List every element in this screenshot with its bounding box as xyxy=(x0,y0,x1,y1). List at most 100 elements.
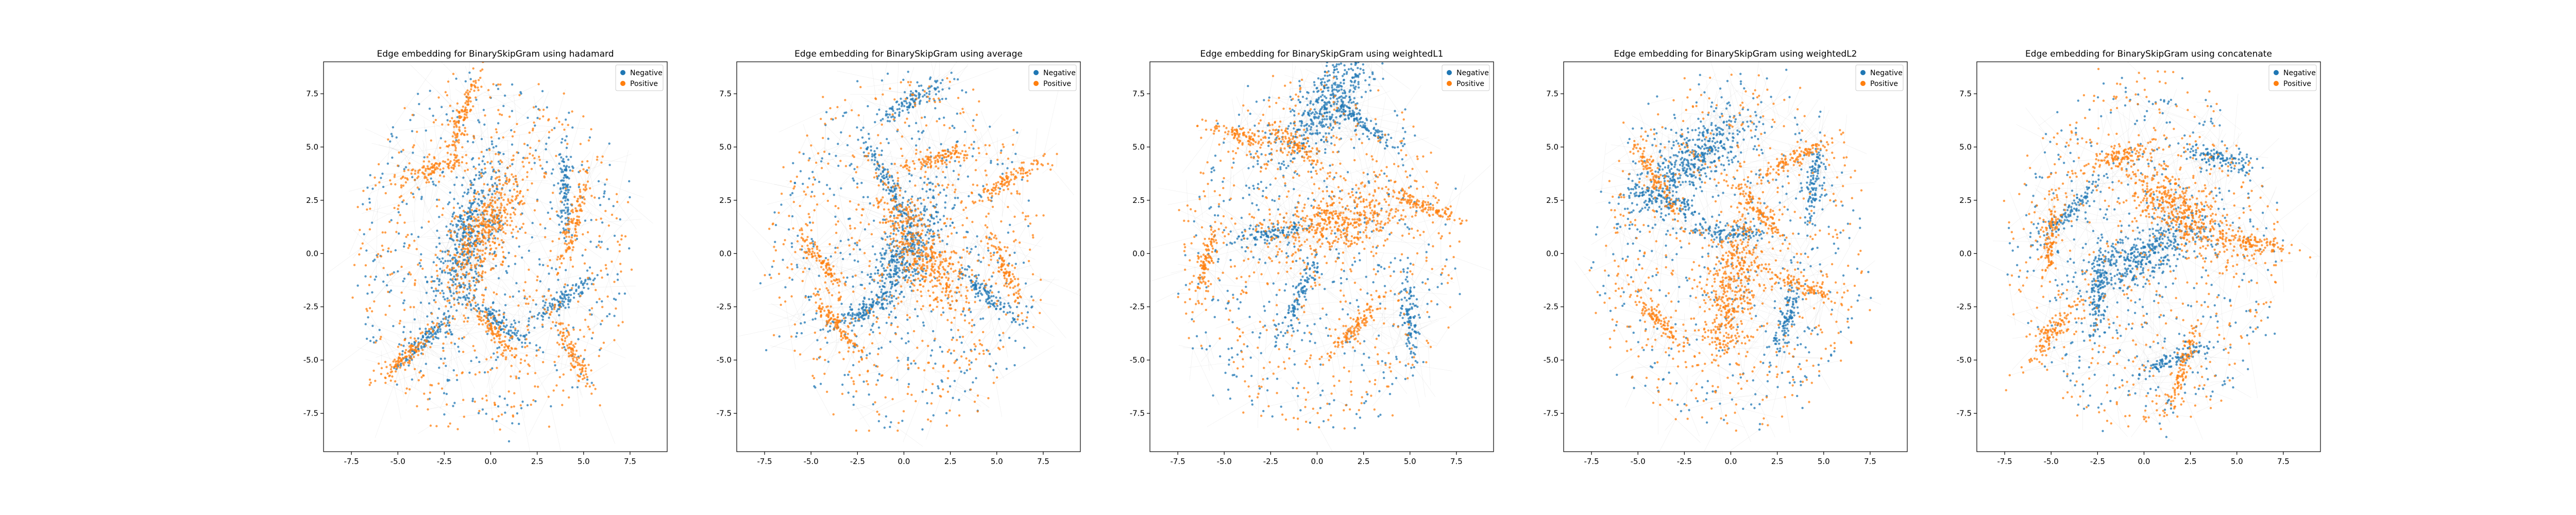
data-point xyxy=(896,430,899,432)
data-point xyxy=(475,98,478,101)
data-point xyxy=(434,301,437,303)
data-point xyxy=(505,345,507,347)
legend-marker-negative xyxy=(620,70,625,75)
data-point xyxy=(452,213,454,216)
data-point xyxy=(444,298,446,301)
data-point xyxy=(572,296,575,299)
data-point xyxy=(439,146,442,149)
data-point xyxy=(476,248,479,251)
data-point xyxy=(446,151,449,154)
data-point xyxy=(526,171,529,174)
data-point xyxy=(428,330,431,332)
data-point xyxy=(495,152,497,156)
data-point xyxy=(1027,199,1030,202)
data-point xyxy=(886,302,889,305)
data-point xyxy=(581,292,584,295)
data-point xyxy=(791,215,794,218)
data-point xyxy=(524,302,528,305)
data-point xyxy=(522,222,524,225)
data-point xyxy=(417,337,419,340)
data-point xyxy=(397,346,399,348)
data-point xyxy=(466,251,469,253)
data-point xyxy=(591,332,595,334)
data-point xyxy=(915,90,918,93)
data-point xyxy=(527,329,529,331)
data-point xyxy=(904,279,907,282)
data-point xyxy=(562,170,565,173)
data-point xyxy=(867,196,869,198)
data-point xyxy=(791,246,793,248)
data-point xyxy=(574,207,577,210)
data-point xyxy=(444,250,447,253)
data-point xyxy=(531,182,533,185)
data-point xyxy=(560,255,563,258)
data-point xyxy=(461,337,464,340)
data-point xyxy=(876,365,879,368)
data-point xyxy=(907,340,910,343)
data-point xyxy=(548,136,550,139)
data-point xyxy=(483,202,486,205)
data-point xyxy=(849,200,852,203)
data-point xyxy=(500,204,503,207)
data-point xyxy=(960,355,963,358)
data-point xyxy=(880,299,883,301)
data-point xyxy=(883,426,886,429)
data-point xyxy=(550,306,553,308)
data-point xyxy=(547,306,549,309)
data-point xyxy=(551,192,554,194)
data-point xyxy=(916,267,919,269)
data-point xyxy=(489,356,493,359)
data-point xyxy=(477,216,480,219)
data-point xyxy=(849,314,852,317)
data-point xyxy=(446,145,448,148)
data-point xyxy=(391,272,394,275)
data-point xyxy=(867,132,870,135)
data-point xyxy=(434,287,437,290)
data-point xyxy=(523,143,526,145)
data-point xyxy=(571,265,574,268)
data-point xyxy=(484,242,487,245)
data-point xyxy=(432,290,435,293)
data-point xyxy=(472,165,475,168)
data-point xyxy=(370,221,374,224)
data-point xyxy=(921,224,923,227)
data-point xyxy=(986,293,989,296)
data-point xyxy=(511,163,514,165)
data-point xyxy=(463,416,465,418)
data-point xyxy=(960,294,962,297)
data-point xyxy=(565,223,568,226)
data-point xyxy=(934,107,937,110)
data-point xyxy=(470,359,472,363)
data-point xyxy=(1032,299,1035,302)
data-point xyxy=(587,277,589,279)
data-point xyxy=(796,240,799,243)
data-point xyxy=(942,388,944,391)
data-point xyxy=(450,305,452,308)
data-point xyxy=(562,158,565,161)
data-point xyxy=(818,274,820,277)
data-point xyxy=(849,306,852,308)
data-point xyxy=(568,228,571,230)
data-point xyxy=(494,192,497,195)
data-point xyxy=(945,194,947,197)
data-point xyxy=(524,281,527,284)
data-point xyxy=(796,266,799,268)
data-point xyxy=(492,313,494,315)
data-point xyxy=(533,162,536,164)
data-point xyxy=(533,121,535,124)
data-point xyxy=(463,191,466,194)
data-point xyxy=(965,301,968,303)
data-point xyxy=(891,300,893,303)
data-point xyxy=(923,207,926,210)
data-point xyxy=(1025,305,1028,308)
data-point xyxy=(500,341,502,344)
data-point xyxy=(1005,313,1008,316)
data-point xyxy=(859,221,862,224)
data-point xyxy=(894,316,897,319)
data-point xyxy=(470,215,472,218)
data-point xyxy=(437,289,439,292)
data-point xyxy=(810,238,813,241)
data-point xyxy=(837,207,840,210)
data-point xyxy=(545,173,548,175)
data-point xyxy=(813,195,816,198)
